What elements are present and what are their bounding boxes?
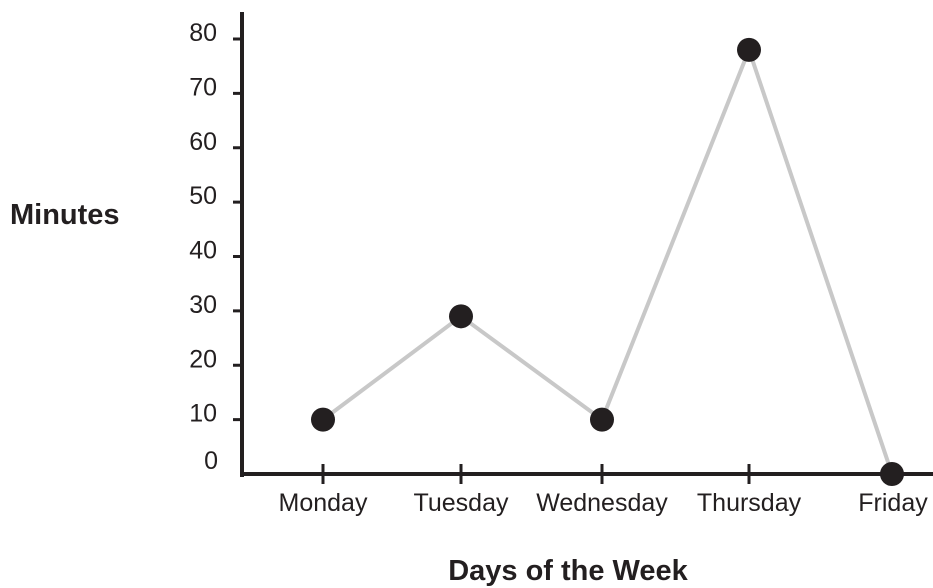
series-group <box>311 37 904 486</box>
data-point <box>590 407 614 432</box>
data-point <box>449 304 473 329</box>
y-tick-label: 70 <box>189 73 217 101</box>
data-point <box>311 407 335 432</box>
x-axis-title: Days of the Week <box>448 555 688 587</box>
data-point <box>880 462 904 486</box>
y-axis-title: Minutes <box>10 199 120 231</box>
x-tick-label: Thursday <box>697 489 802 517</box>
y-tick-label: 80 <box>189 19 217 47</box>
x-tick-label: Monday <box>279 489 368 517</box>
y-tick-label: 30 <box>189 291 217 319</box>
y-tick-label: 0 <box>204 447 218 475</box>
y-tick-label: 60 <box>189 128 217 156</box>
x-tick-label: Wednesday <box>536 489 668 517</box>
x-tick-label: Friday <box>858 489 928 517</box>
axes <box>240 12 933 477</box>
y-ticks: 0 10 20 30 40 50 60 70 80 <box>189 19 242 475</box>
y-tick-label: 50 <box>189 182 217 210</box>
x-ticks: Monday Tuesday Wednesday Thursday Friday <box>279 464 928 517</box>
y-tick-label: 40 <box>189 237 217 265</box>
data-point <box>737 37 761 62</box>
x-tick-label: Tuesday <box>414 489 509 517</box>
y-tick-label: 20 <box>189 345 217 373</box>
y-tick-label: 10 <box>189 400 217 428</box>
